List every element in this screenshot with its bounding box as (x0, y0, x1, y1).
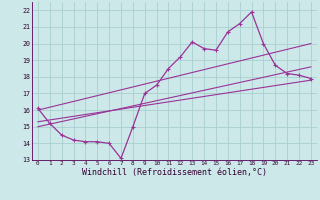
X-axis label: Windchill (Refroidissement éolien,°C): Windchill (Refroidissement éolien,°C) (82, 168, 267, 177)
